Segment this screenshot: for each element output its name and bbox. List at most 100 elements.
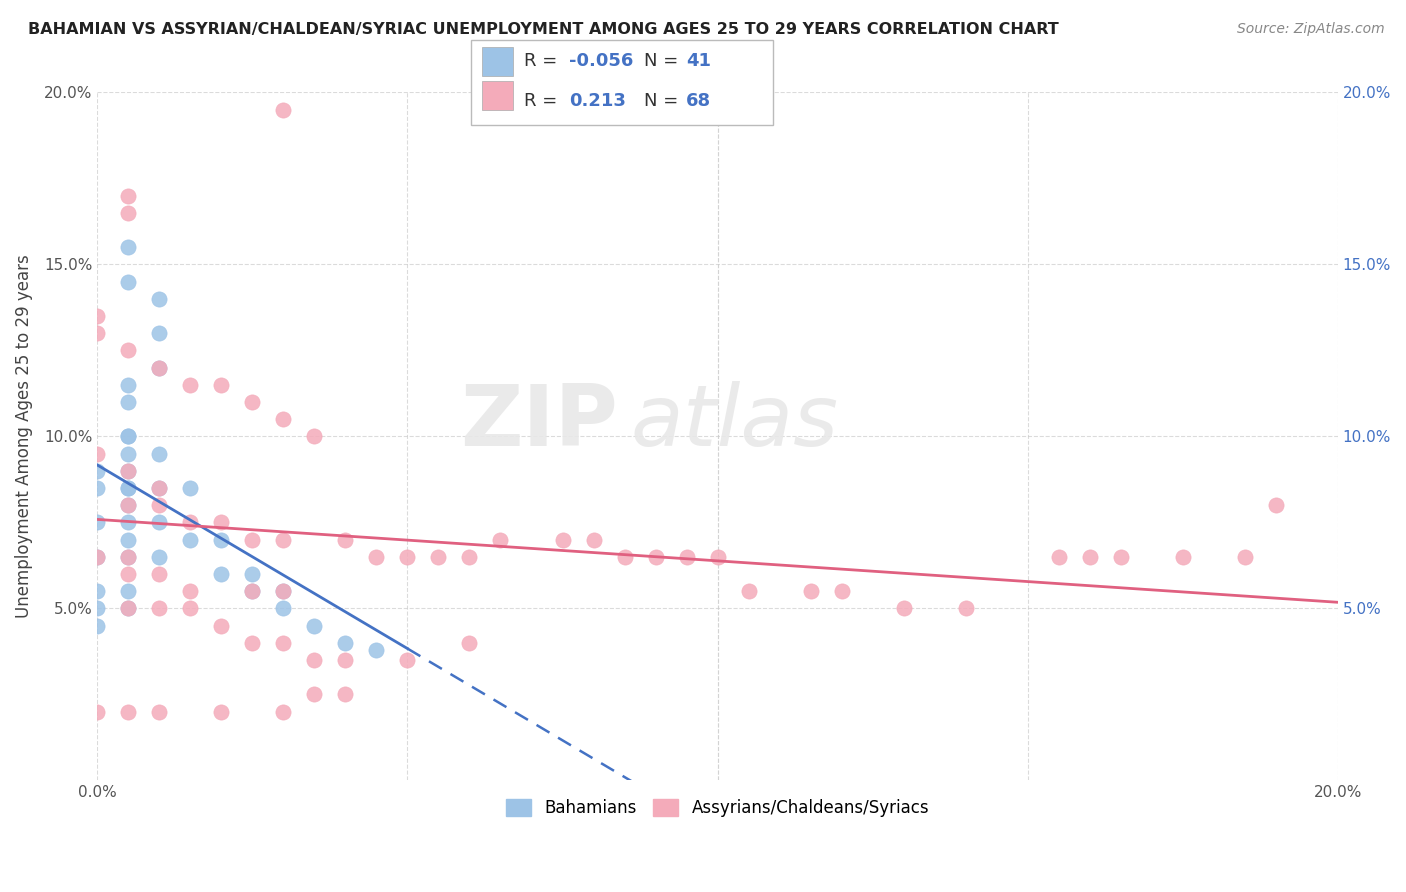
- Point: [273, 584, 295, 599]
- Text: Source: ZipAtlas.com: Source: ZipAtlas.com: [1237, 22, 1385, 37]
- Point: [242, 584, 264, 599]
- Point: [613, 549, 636, 564]
- Point: [86, 446, 108, 460]
- Text: R =: R =: [524, 92, 558, 110]
- Point: [179, 377, 201, 392]
- Point: [148, 566, 170, 581]
- Point: [117, 549, 139, 564]
- Point: [179, 601, 201, 615]
- Point: [117, 188, 139, 202]
- Text: ZIP: ZIP: [461, 381, 619, 464]
- Point: [458, 636, 481, 650]
- Point: [117, 498, 139, 512]
- Point: [427, 549, 450, 564]
- Point: [396, 653, 419, 667]
- Point: [582, 533, 605, 547]
- Point: [242, 533, 264, 547]
- Point: [242, 584, 264, 599]
- Text: 68: 68: [686, 92, 711, 110]
- Point: [148, 360, 170, 375]
- Point: [148, 360, 170, 375]
- Point: [117, 481, 139, 495]
- Point: [304, 429, 326, 443]
- Point: [273, 601, 295, 615]
- Point: [148, 601, 170, 615]
- Point: [209, 533, 232, 547]
- Point: [242, 566, 264, 581]
- Point: [1109, 549, 1132, 564]
- Point: [1171, 549, 1194, 564]
- Point: [273, 533, 295, 547]
- Point: [117, 429, 139, 443]
- Point: [644, 549, 666, 564]
- Point: [117, 464, 139, 478]
- Text: 41: 41: [686, 53, 711, 70]
- Point: [117, 240, 139, 254]
- Point: [117, 343, 139, 358]
- Point: [675, 549, 697, 564]
- Point: [117, 601, 139, 615]
- Point: [117, 395, 139, 409]
- Point: [209, 705, 232, 719]
- Text: atlas: atlas: [631, 381, 839, 464]
- Point: [148, 446, 170, 460]
- Point: [893, 601, 915, 615]
- Point: [86, 549, 108, 564]
- Point: [117, 464, 139, 478]
- Point: [335, 636, 357, 650]
- Point: [955, 601, 977, 615]
- Point: [117, 533, 139, 547]
- Text: 0.213: 0.213: [569, 92, 626, 110]
- Point: [148, 516, 170, 530]
- Point: [117, 498, 139, 512]
- Point: [800, 584, 823, 599]
- Point: [117, 705, 139, 719]
- Point: [831, 584, 853, 599]
- Point: [706, 549, 728, 564]
- Point: [489, 533, 512, 547]
- Point: [148, 549, 170, 564]
- Point: [117, 481, 139, 495]
- Point: [304, 653, 326, 667]
- Point: [148, 705, 170, 719]
- Point: [148, 292, 170, 306]
- Point: [273, 412, 295, 426]
- Point: [148, 481, 170, 495]
- Point: [86, 309, 108, 323]
- Point: [179, 533, 201, 547]
- Y-axis label: Unemployment Among Ages 25 to 29 years: Unemployment Among Ages 25 to 29 years: [15, 254, 32, 618]
- Point: [209, 516, 232, 530]
- Point: [209, 566, 232, 581]
- Point: [86, 601, 108, 615]
- Point: [117, 377, 139, 392]
- Point: [179, 481, 201, 495]
- Point: [242, 636, 264, 650]
- Point: [148, 498, 170, 512]
- Point: [86, 549, 108, 564]
- Point: [737, 584, 759, 599]
- Point: [273, 636, 295, 650]
- Point: [1047, 549, 1070, 564]
- Text: N =: N =: [644, 92, 678, 110]
- Point: [86, 481, 108, 495]
- Text: N =: N =: [644, 53, 678, 70]
- Point: [1264, 498, 1286, 512]
- Point: [304, 618, 326, 632]
- Point: [335, 687, 357, 701]
- Text: R =: R =: [524, 53, 558, 70]
- Point: [117, 566, 139, 581]
- Point: [86, 326, 108, 340]
- Point: [273, 103, 295, 117]
- Point: [209, 377, 232, 392]
- Point: [458, 549, 481, 564]
- Point: [86, 516, 108, 530]
- Point: [86, 464, 108, 478]
- Point: [86, 584, 108, 599]
- Point: [1233, 549, 1256, 564]
- Point: [117, 601, 139, 615]
- Point: [86, 705, 108, 719]
- Point: [117, 206, 139, 220]
- Point: [396, 549, 419, 564]
- Point: [179, 516, 201, 530]
- Point: [304, 687, 326, 701]
